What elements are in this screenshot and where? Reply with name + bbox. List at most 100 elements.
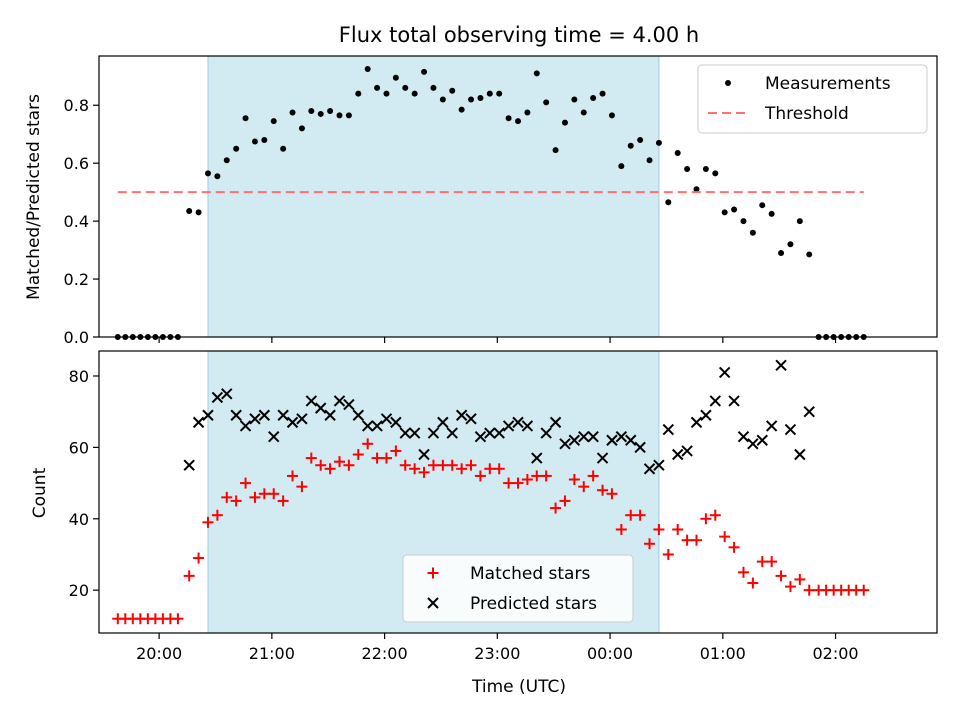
measurement-point bbox=[233, 145, 240, 152]
matched-star-point bbox=[737, 566, 749, 578]
measurement-point bbox=[336, 112, 343, 119]
predicted-star-point bbox=[756, 434, 768, 446]
matched-star-point bbox=[305, 452, 317, 464]
matched-star-point bbox=[183, 570, 195, 582]
matched-star-point bbox=[202, 516, 214, 528]
measurement-point bbox=[571, 96, 578, 103]
matched-star-point bbox=[437, 459, 449, 471]
measurement-point bbox=[458, 106, 465, 113]
matched-star-point bbox=[597, 484, 609, 496]
matched-star-point bbox=[352, 449, 364, 461]
x-tick-label: 23:00 bbox=[474, 644, 520, 663]
matched-star-point bbox=[230, 495, 242, 507]
measurement-point bbox=[223, 157, 230, 164]
measurement-point bbox=[533, 70, 540, 77]
measurement-point bbox=[543, 99, 550, 106]
x-tick-label: 22:00 bbox=[362, 644, 408, 663]
predicted-star-point bbox=[775, 359, 787, 371]
matched-star-point bbox=[371, 452, 383, 464]
measurement-point bbox=[439, 96, 446, 103]
legend-measurements-marker bbox=[725, 80, 731, 86]
measurement-point bbox=[308, 108, 315, 115]
measurement-point bbox=[599, 90, 606, 97]
matched-star-point bbox=[512, 477, 524, 489]
matched-star-point bbox=[719, 531, 731, 543]
predicted-star-point bbox=[315, 402, 327, 414]
matched-star-point bbox=[559, 495, 571, 507]
measurement-point bbox=[665, 199, 672, 206]
measurement-point bbox=[684, 165, 691, 172]
measurement-point bbox=[496, 90, 503, 97]
matched-star-point bbox=[193, 552, 205, 564]
predicted-star-point bbox=[277, 409, 289, 421]
measurement-point bbox=[327, 108, 334, 115]
predicted-star-point bbox=[578, 430, 590, 443]
predicted-star-point bbox=[709, 395, 721, 407]
matched-star-point bbox=[287, 470, 299, 482]
matched-star-point bbox=[634, 509, 646, 521]
predicted-star-point bbox=[249, 413, 261, 425]
measurement-point bbox=[590, 95, 597, 102]
measurement-point bbox=[317, 110, 324, 117]
matched-star-point bbox=[484, 463, 496, 475]
predicted-star-point bbox=[446, 427, 458, 439]
measurement-point bbox=[712, 170, 719, 177]
measurement-point bbox=[289, 109, 296, 116]
y-tick-label: 0.2 bbox=[64, 270, 89, 289]
predicted-star-point bbox=[239, 420, 252, 432]
predicted-star-point bbox=[728, 395, 740, 407]
matched-star-point bbox=[700, 513, 712, 525]
matched-star-point bbox=[615, 523, 627, 535]
matched-star-point bbox=[296, 481, 308, 493]
x-tick-label: 21:00 bbox=[249, 644, 295, 663]
predicted-star-point bbox=[390, 416, 402, 429]
predicted-star-point bbox=[343, 398, 355, 411]
measurement-point bbox=[627, 142, 634, 149]
matched-star-point bbox=[427, 459, 439, 471]
legend-matched-marker bbox=[427, 567, 439, 579]
predicted-star-point bbox=[493, 427, 505, 439]
top-ylabel: Matched/Predicted stars bbox=[24, 94, 44, 300]
y-tick-label: 40 bbox=[69, 510, 89, 529]
measurement-point bbox=[383, 90, 390, 97]
matched-star-point bbox=[794, 573, 806, 585]
matched-star-point bbox=[568, 474, 580, 486]
measurement-point bbox=[186, 207, 193, 214]
predicted-star-point bbox=[258, 409, 271, 421]
predicted-star-point bbox=[540, 427, 552, 439]
measurement-point bbox=[251, 138, 258, 145]
predicted-star-point bbox=[221, 388, 233, 400]
matched-star-point bbox=[606, 488, 618, 500]
matched-star-point bbox=[540, 470, 552, 482]
matched-star-point bbox=[446, 459, 458, 471]
matched-star-point bbox=[672, 523, 684, 535]
predicted-star-point bbox=[427, 427, 440, 439]
x-tick-label: 01:00 bbox=[700, 644, 746, 663]
matched-star-point bbox=[380, 452, 392, 464]
measurement-point bbox=[693, 186, 700, 193]
matched-star-point bbox=[465, 459, 477, 471]
measurement-point bbox=[778, 249, 785, 256]
matched-star-point bbox=[493, 463, 505, 475]
predicted-star-point bbox=[474, 430, 487, 443]
predicted-star-point bbox=[559, 438, 571, 450]
matched-star-point bbox=[211, 509, 223, 521]
y-tick-label: 20 bbox=[69, 581, 89, 600]
observing-window-span bbox=[207, 56, 659, 337]
chart-title: Flux total observing time = 4.00 h bbox=[339, 23, 699, 47]
predicted-star-point bbox=[794, 448, 806, 461]
measurement-point bbox=[515, 118, 521, 125]
matched-star-point bbox=[681, 534, 693, 546]
x-tick-label: 00:00 bbox=[587, 644, 633, 663]
axes-frame bbox=[98, 55, 938, 338]
matched-star-point bbox=[766, 556, 778, 568]
predicted-star-point bbox=[587, 430, 599, 443]
measurement-point bbox=[374, 84, 381, 91]
measurement-point bbox=[731, 206, 738, 213]
measurement-point bbox=[646, 157, 653, 164]
matched-star-point bbox=[653, 523, 665, 535]
measurement-point bbox=[552, 147, 559, 154]
matched-star-point bbox=[418, 466, 430, 478]
predicted-star-point bbox=[653, 459, 665, 471]
